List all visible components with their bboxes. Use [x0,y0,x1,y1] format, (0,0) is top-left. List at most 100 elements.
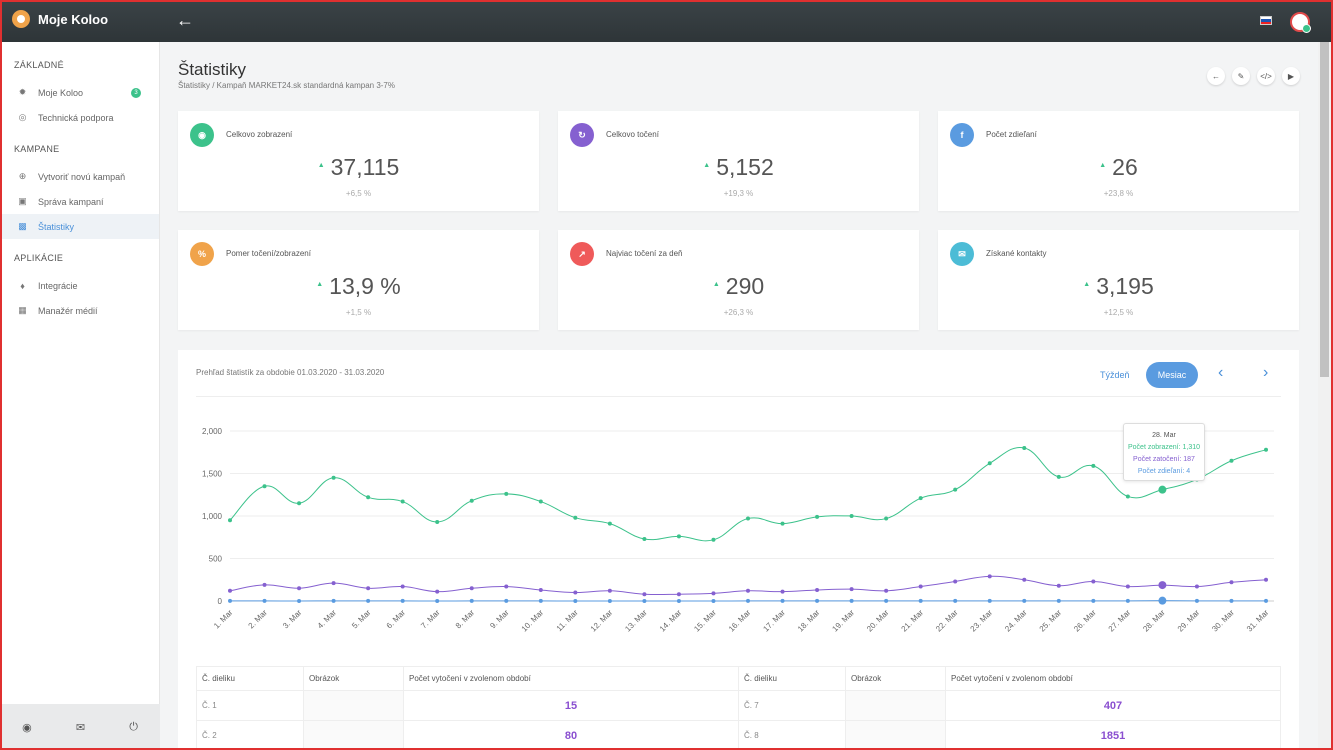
sidebar-item-statistics[interactable]: ▩ Štatistiky [0,214,159,239]
data-point [1229,598,1234,603]
x-tick-label: 17. Mar [761,608,787,634]
data-point [918,496,923,501]
tab-month[interactable]: Mesiac [1146,362,1198,388]
play-icon[interactable]: ▶ [1282,67,1300,85]
mail-icon[interactable]: ✉ [75,721,86,734]
data-point [849,514,854,518]
sidebar-item-technicka-podpora[interactable]: ◎ Technická podpora [0,105,159,130]
data-point [884,598,889,603]
data-point [400,598,405,603]
table-header: Obrázok [845,666,946,691]
data-point [262,484,267,489]
app-title: Moje Koloo [38,11,109,27]
stat-title: Celkovo zobrazení [226,130,293,139]
table-cell: 15 [403,690,739,721]
back-icon[interactable]: ← [1207,67,1225,85]
divider [196,396,1281,397]
x-tick-label: 4. Mar [316,608,339,631]
segments-table: Č. dieliku Obrázok Počet vytočení v zvol… [196,666,1281,750]
stat-value-wrap: ▲ 290 [558,273,919,300]
data-point [953,487,958,492]
data-point [1056,598,1061,603]
data-point [573,599,578,603]
brand[interactable]: Moje Koloo [12,10,108,28]
table-header: Obrázok [303,666,404,691]
stat-title: Najviac točení za deň [606,249,683,258]
data-point [297,586,302,591]
avatar[interactable] [1290,12,1311,33]
data-point [746,598,750,603]
chevron-left-icon[interactable]: ‹ [1218,364,1224,381]
trend-up-icon: ▲ [703,162,711,170]
data-point [1056,583,1061,588]
sidebar-item-create-campaign[interactable]: ⊕ Vytvoriť novú kampaň [0,164,159,189]
x-tick-label: 25. Mar [1038,608,1064,634]
table-cell: Č. 7 [738,690,846,721]
globe-icon[interactable]: ◉ [22,721,32,734]
data-point [780,521,785,526]
data-point [1194,584,1199,589]
y-tick-label: 1,500 [202,470,223,479]
edit-icon[interactable]: ✎ [1232,67,1250,85]
data-point [1264,447,1268,452]
table-header: Č. dieliku [196,666,304,691]
x-tick-label: 27. Mar [1107,608,1133,634]
sidebar-item-label: Technická podpora [38,112,114,123]
x-tick-label: 21. Mar [900,608,926,634]
power-icon[interactable]: ⏻ [129,720,138,733]
language-flag-icon[interactable] [1260,16,1272,25]
data-point [573,590,578,595]
data-point [400,499,405,504]
trending-up-icon: ↗ [570,242,594,266]
sidebar-item-manage-campaigns[interactable]: ▣ Správa kampaní [0,189,159,214]
data-point [504,584,509,589]
data-point [1022,446,1027,450]
code-icon[interactable]: </> [1257,67,1275,85]
data-point [746,516,750,521]
tooltip-views: Počet zobrazení: 1,310 [1128,444,1200,451]
data-point [1194,598,1199,603]
chevron-right-icon[interactable]: › [1263,364,1269,381]
sidebar-item-moje-koloo[interactable]: ✹ Moje Koloo 3 [0,80,159,105]
data-point [331,598,336,603]
table-cell: 407 [945,690,1281,721]
series-line [229,447,1267,542]
table-header-row: Č. dieliku Obrázok Počet vytočení v zvol… [196,666,1281,691]
sidebar-item-label: Správa kampaní [38,196,104,207]
sidebar-item-media-manager[interactable]: ▦ Manažér médií [0,298,159,323]
data-point [780,589,785,594]
stat-value: 290 [725,273,765,299]
sidebar-item-integrations[interactable]: ♦ Integrácie [0,273,159,298]
x-tick-label: 28. Mar [1141,608,1167,634]
table-header: Počet vytočení v zvolenom období [945,666,1281,691]
table-cell: Č. 2 [196,720,304,750]
line-chart: 0 500 1,000 1,500 2,000 1. Mar 2. Mar 3. Mar 4. … [202,427,1274,634]
scrollbar-thumb[interactable] [1320,42,1329,377]
back-arrow-icon[interactable]: ← [176,10,194,30]
stat-change: +26,3 % [723,308,754,317]
x-tick-label: 6. Mar [385,608,408,631]
stat-value-wrap: ▲ 5,152 [558,154,919,181]
data-point [1264,598,1268,603]
stat-change: +23,8 % [1103,189,1134,198]
data-point [1091,579,1096,584]
x-tick-label: 23. Mar [969,608,995,634]
data-point [953,598,958,603]
data-point [228,598,232,603]
data-point [504,491,509,496]
breadcrumb[interactable]: Štatistiky / Kampaň MARKET24.sk standard… [178,81,395,90]
stat-change: +12,5 % [1103,308,1134,317]
mail-icon: ✉ [950,242,974,266]
scrollbar[interactable] [1318,42,1331,750]
data-point [780,598,785,603]
x-tick-label: 20. Mar [865,608,891,634]
data-point [1158,485,1167,494]
data-point [676,599,681,603]
data-point [1125,584,1130,589]
data-point [538,598,543,603]
sidebar-section-basic: ZÁKLADNÉ [14,60,64,70]
data-point [538,499,543,504]
x-tick-label: 16. Mar [727,608,753,634]
tab-week[interactable]: Týždeň [1100,370,1130,380]
data-point [918,584,923,589]
